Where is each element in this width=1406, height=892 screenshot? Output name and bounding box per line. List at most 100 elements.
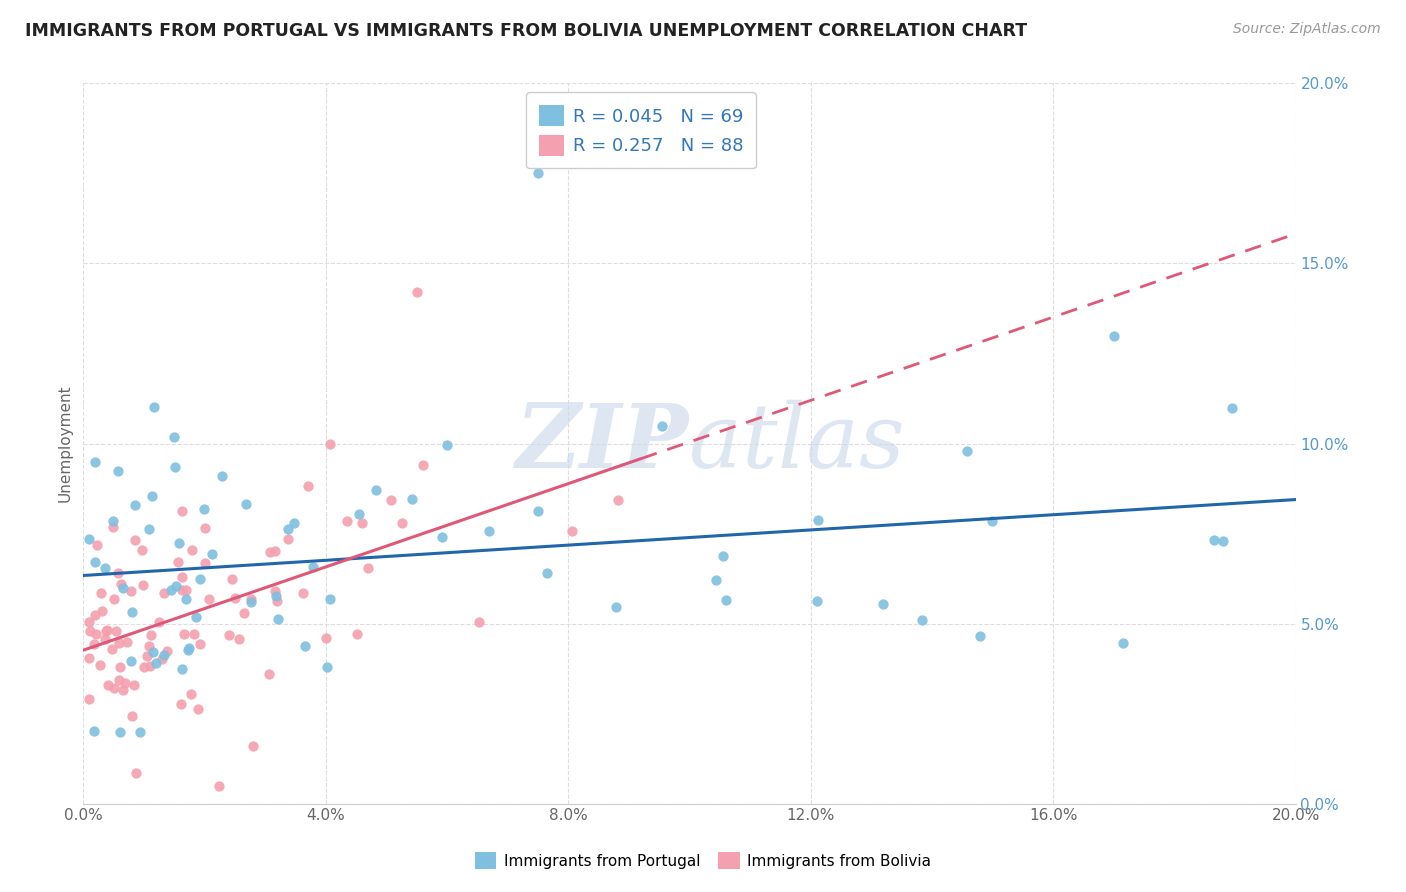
Point bbox=[264, 589, 287, 603]
Point bbox=[89, 658, 111, 673]
Point bbox=[139, 628, 162, 642]
Point bbox=[1102, 328, 1125, 343]
Point bbox=[111, 582, 134, 596]
Point bbox=[283, 516, 305, 530]
Point bbox=[174, 592, 197, 607]
Point bbox=[120, 584, 142, 599]
Point bbox=[167, 535, 190, 549]
Point bbox=[91, 604, 114, 618]
Point bbox=[110, 660, 132, 674]
Point bbox=[83, 637, 105, 651]
Point bbox=[193, 501, 215, 516]
Point bbox=[264, 584, 287, 599]
Point bbox=[138, 639, 160, 653]
Point bbox=[352, 516, 374, 530]
Point bbox=[651, 419, 673, 434]
Point bbox=[86, 538, 108, 552]
Point bbox=[172, 583, 194, 598]
Point bbox=[152, 586, 174, 600]
Point bbox=[716, 592, 738, 607]
Point bbox=[107, 566, 129, 580]
Point bbox=[316, 660, 339, 674]
Point bbox=[170, 662, 193, 676]
Point bbox=[177, 643, 200, 657]
Point bbox=[132, 660, 155, 674]
Point bbox=[103, 514, 125, 528]
Point bbox=[97, 678, 120, 692]
Point bbox=[84, 455, 107, 469]
Point bbox=[180, 687, 202, 701]
Point bbox=[138, 522, 160, 536]
Point bbox=[131, 542, 153, 557]
Point bbox=[183, 626, 205, 640]
Point bbox=[112, 683, 135, 698]
Point bbox=[401, 491, 423, 506]
Point bbox=[807, 513, 830, 527]
Point bbox=[141, 489, 163, 503]
Point bbox=[121, 605, 143, 619]
Point bbox=[432, 530, 454, 544]
Point bbox=[1212, 534, 1234, 549]
Point bbox=[121, 709, 143, 723]
Point bbox=[150, 652, 173, 666]
Text: atlas: atlas bbox=[689, 401, 905, 487]
Point bbox=[526, 504, 548, 518]
Point bbox=[233, 606, 256, 620]
Point bbox=[806, 594, 828, 608]
Point bbox=[114, 675, 136, 690]
Point bbox=[319, 592, 342, 607]
Point bbox=[239, 595, 262, 609]
Point bbox=[218, 628, 240, 642]
Point bbox=[103, 592, 125, 607]
Point bbox=[163, 460, 186, 475]
Point bbox=[235, 497, 257, 511]
Point bbox=[297, 478, 319, 492]
Point bbox=[211, 469, 233, 483]
Point bbox=[107, 635, 129, 649]
Point bbox=[1222, 401, 1244, 415]
Text: ZIP: ZIP bbox=[516, 401, 689, 487]
Point bbox=[84, 608, 107, 623]
Point bbox=[107, 464, 129, 478]
Point bbox=[561, 524, 583, 539]
Point bbox=[981, 514, 1004, 528]
Point bbox=[357, 561, 380, 575]
Point bbox=[101, 641, 124, 656]
Point bbox=[79, 615, 101, 630]
Point bbox=[468, 615, 491, 630]
Point bbox=[94, 632, 117, 646]
Point bbox=[391, 516, 413, 530]
Point bbox=[380, 493, 402, 508]
Point bbox=[478, 524, 501, 538]
Point bbox=[156, 644, 179, 658]
Point bbox=[536, 566, 558, 580]
Point bbox=[84, 627, 107, 641]
Point bbox=[266, 594, 288, 608]
Legend: Immigrants from Portugal, Immigrants from Bolivia: Immigrants from Portugal, Immigrants fro… bbox=[468, 846, 938, 875]
Y-axis label: Unemployment: Unemployment bbox=[58, 384, 72, 502]
Point bbox=[436, 438, 458, 452]
Point bbox=[228, 632, 250, 647]
Point bbox=[83, 555, 105, 569]
Point bbox=[165, 579, 187, 593]
Point bbox=[153, 648, 176, 662]
Point bbox=[169, 697, 191, 711]
Point bbox=[221, 572, 243, 586]
Point bbox=[94, 561, 117, 575]
Point bbox=[148, 615, 170, 629]
Point bbox=[79, 624, 101, 638]
Point bbox=[94, 624, 117, 638]
Point bbox=[605, 600, 627, 615]
Point bbox=[129, 724, 152, 739]
Point bbox=[173, 627, 195, 641]
Point bbox=[184, 610, 207, 624]
Point bbox=[911, 614, 934, 628]
Text: IMMIGRANTS FROM PORTUGAL VS IMMIGRANTS FROM BOLIVIA UNEMPLOYMENT CORRELATION CHA: IMMIGRANTS FROM PORTUGAL VS IMMIGRANTS F… bbox=[25, 22, 1028, 40]
Point bbox=[170, 504, 193, 518]
Point bbox=[259, 545, 281, 559]
Point bbox=[115, 635, 138, 649]
Point bbox=[90, 585, 112, 599]
Point bbox=[527, 166, 550, 180]
Point bbox=[969, 629, 991, 643]
Point bbox=[291, 585, 314, 599]
